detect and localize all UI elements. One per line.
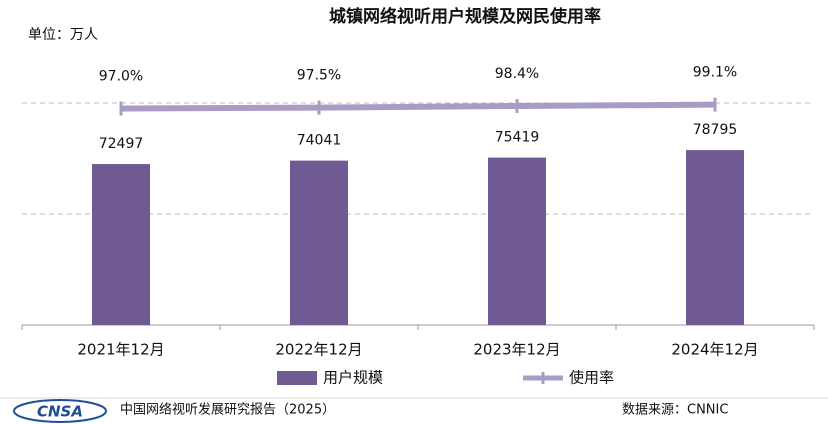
unit-label: 单位：万人 <box>28 27 98 43</box>
rate-value-label: 98.4% <box>495 66 539 82</box>
rate-value-label: 97.0% <box>99 69 143 85</box>
x-tick-label: 2022年12月 <box>275 341 362 359</box>
bar-value-label: 75419 <box>495 130 540 146</box>
bar-value-label: 72497 <box>99 136 144 152</box>
rate-line <box>120 101 716 112</box>
bar <box>686 150 744 325</box>
x-tick-label: 2021年12月 <box>77 341 164 359</box>
footer-source: 数据来源：CNNIC <box>622 403 728 418</box>
legend-label: 用户规模 <box>323 369 383 387</box>
logo-ring <box>13 399 107 423</box>
x-tick-label: 2023年12月 <box>473 341 560 359</box>
legend-swatch <box>277 371 317 385</box>
rate-value-label: 97.5% <box>297 68 341 84</box>
logo-text: CNSA <box>37 403 83 421</box>
bar <box>488 157 546 325</box>
rate-value-label: 99.1% <box>693 65 737 81</box>
bar <box>92 164 150 325</box>
bar-value-label: 78795 <box>693 122 738 138</box>
legend-label: 使用率 <box>569 369 614 387</box>
chart-title: 城镇网络视听用户规模及网民使用率 <box>329 6 601 27</box>
x-tick-label: 2024年12月 <box>671 341 758 359</box>
bar <box>290 160 348 325</box>
bar-value-label: 74041 <box>297 133 342 149</box>
logo: CNSA <box>13 399 107 423</box>
footer-report: 中国网络视听发展研究报告（2025） <box>120 402 335 418</box>
